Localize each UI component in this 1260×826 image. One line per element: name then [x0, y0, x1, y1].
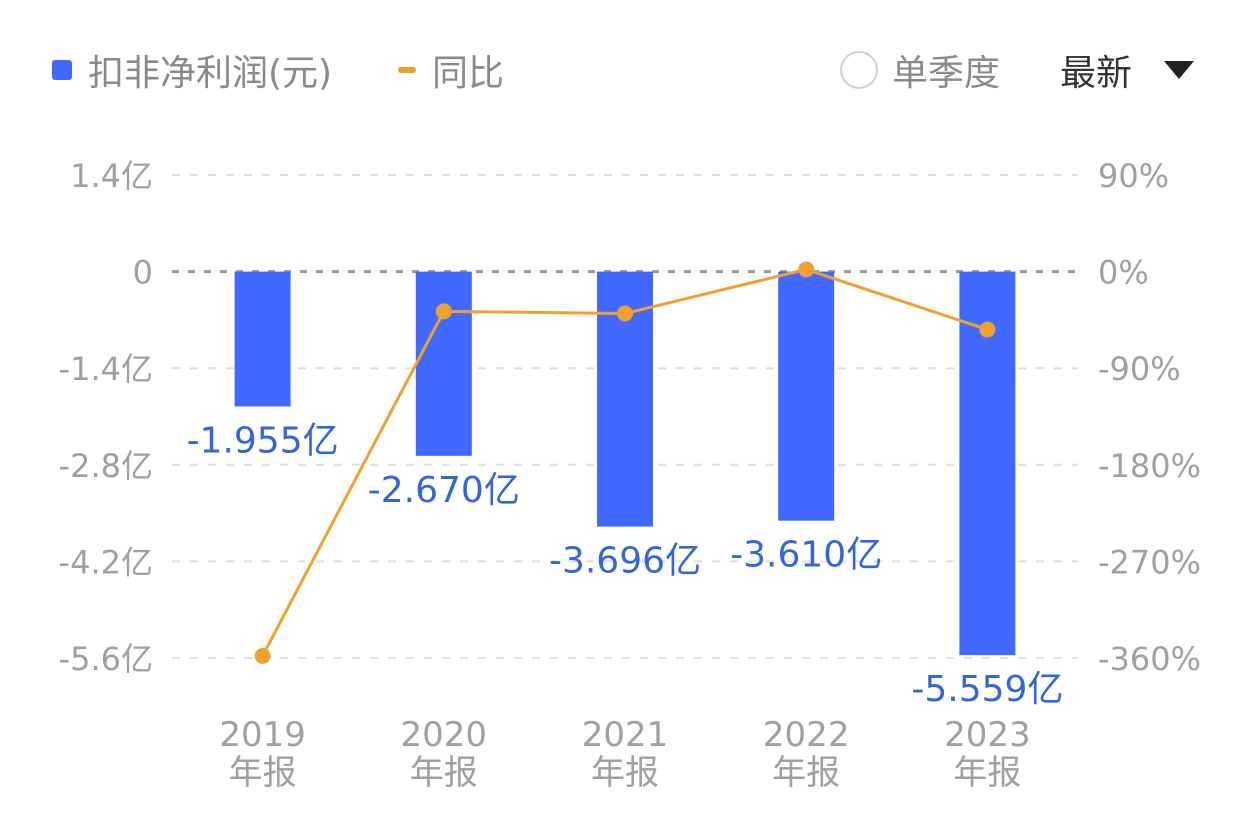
bar: [415, 271, 472, 456]
legend-item-yoy[interactable]: 同比: [398, 44, 504, 96]
left-tick-label: 0: [133, 254, 153, 292]
yoy-point: [617, 305, 633, 322]
x-tick-label-year: 2023: [944, 715, 1031, 755]
x-tick-label-period: 年报: [953, 753, 1021, 793]
bar-value-label: -3.696亿: [549, 541, 701, 582]
legend-dash-icon: [398, 67, 416, 73]
right-tick-label: 90%: [1098, 157, 1169, 195]
bar-value-label: -2.670亿: [368, 470, 520, 511]
radio-unchecked-icon[interactable]: [840, 51, 878, 89]
right-tick-label: 0%: [1098, 254, 1149, 292]
axis-layer: 1.4亿 90%0 0%-1.4亿 -90%-2.8亿 -180%-4.2亿 -270%-…: [59, 157, 1201, 793]
right-tick-label: -360%: [1098, 640, 1201, 678]
legend-label-yoy: 同比: [432, 53, 505, 94]
bar-value-label: -5.559亿: [911, 669, 1063, 710]
left-tick-label: -5.6亿: [59, 640, 153, 678]
legend-square-icon: [52, 60, 72, 80]
bar-layer: [234, 271, 1016, 656]
x-tick-label-period: 年报: [229, 753, 297, 793]
right-tick-label: -180%: [1098, 447, 1201, 485]
yoy-point: [254, 647, 271, 664]
bar: [234, 271, 291, 407]
sort-label: 最新: [1060, 53, 1133, 94]
line-layer: [254, 261, 996, 664]
yoy-point: [798, 261, 815, 278]
x-tick-label-year: 2020: [401, 715, 488, 755]
sort-dropdown[interactable]: 最新: [1060, 44, 1196, 96]
bar-value-label: -3.610亿: [730, 535, 882, 576]
x-tick-label-period: 年报: [772, 753, 840, 793]
x-tick-label-period: 年报: [591, 753, 659, 793]
left-tick-label: -4.2亿: [59, 543, 153, 581]
left-tick-label: -2.8亿: [59, 447, 153, 485]
right-tick-label: -90%: [1098, 350, 1181, 388]
bar: [778, 271, 835, 521]
x-tick-label-year: 2019: [219, 715, 306, 755]
quarterly-toggle[interactable]: 单季度: [840, 44, 1000, 96]
bar-value-label: -1.955亿: [187, 420, 339, 461]
right-tick-label: -270%: [1098, 543, 1201, 581]
yoy-point: [979, 321, 996, 338]
legend-item-net-profit[interactable]: 扣非净利润(元): [52, 44, 332, 96]
left-tick-label: -1.4亿: [59, 350, 153, 388]
left-tick-label: 1.4亿: [70, 157, 153, 195]
label-layer: -1.955亿 -2.670亿 -3.696亿 -3.610亿 -5.559亿: [187, 420, 1064, 710]
x-tick-label-year: 2022: [763, 715, 850, 755]
x-tick-label-year: 2021: [582, 715, 669, 755]
quarterly-label: 单季度: [892, 53, 1001, 94]
x-tick-label-period: 年报: [410, 753, 478, 793]
triangle-down-icon: [1164, 61, 1195, 79]
yoy-point: [435, 303, 452, 320]
legend-label-net-profit: 扣非净利润(元): [88, 53, 333, 94]
